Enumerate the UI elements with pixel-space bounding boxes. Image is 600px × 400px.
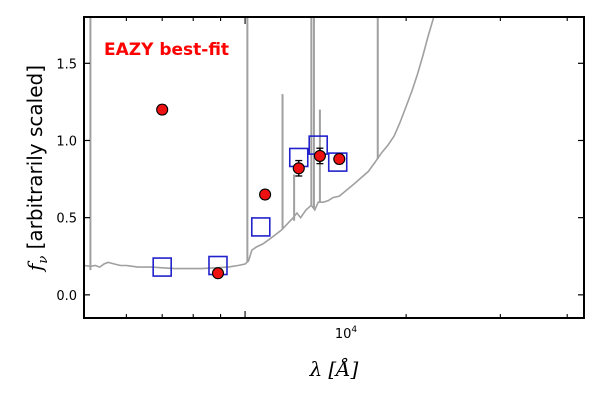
template-flux-square-1 — [152, 257, 172, 277]
observed-flux-point-2 — [211, 267, 225, 280]
observed-flux-point-6 — [333, 152, 346, 166]
y-axis-text: [arbitrarily scaled] — [23, 65, 47, 256]
template-flux-square-3 — [250, 217, 271, 237]
y-axis-subscript: ν — [36, 256, 51, 264]
y-tick-label: 1.5 — [56, 57, 77, 72]
y-tick-label: 0.0 — [56, 289, 77, 304]
x-axis-label: λ [Å] — [309, 356, 359, 381]
x-tick-exponent: 4 — [351, 325, 357, 335]
axis-ticks: 0.0 0.5 1.0 1.5 — [56, 17, 584, 318]
observed-flux-point-1 — [156, 103, 169, 116]
y-axis-label: fν [arbitrarily scaled] — [23, 65, 51, 273]
x-axis-symbol: λ — [309, 357, 323, 381]
observed-photometry-group — [156, 103, 346, 280]
template-spectrum-line — [84, 17, 435, 270]
x-axis-unit: [Å] — [328, 356, 358, 381]
template-flux-square-6 — [327, 152, 348, 172]
x-tick-base: 10 — [335, 327, 352, 342]
plot-area — [84, 17, 435, 280]
y-tick-label: 0.5 — [56, 212, 77, 227]
template-spectrum-group — [84, 17, 435, 271]
plot-frame — [83, 16, 585, 319]
observed-flux-point-3 — [259, 188, 272, 201]
observed-flux-point-5 — [313, 149, 326, 162]
template-photometry-group — [152, 135, 348, 277]
observed-flux-point-4 — [292, 162, 305, 175]
x-tick-label-10000: 104 — [335, 325, 358, 342]
y-tick-label: 1.0 — [56, 134, 77, 149]
annotation-eazy-best-fit: EAZY best-fit — [104, 40, 229, 60]
